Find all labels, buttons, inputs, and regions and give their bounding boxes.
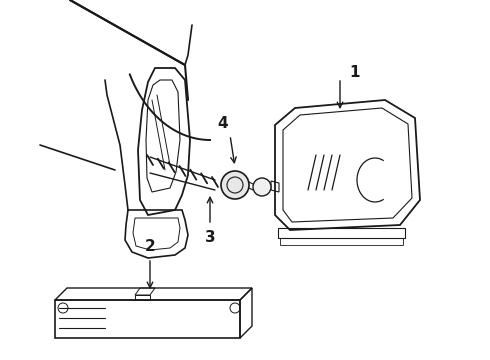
Text: 3: 3	[205, 230, 215, 244]
Text: 4: 4	[218, 116, 228, 131]
Text: 2: 2	[145, 239, 155, 253]
Circle shape	[221, 171, 249, 199]
Circle shape	[253, 178, 271, 196]
Text: 1: 1	[350, 64, 360, 80]
